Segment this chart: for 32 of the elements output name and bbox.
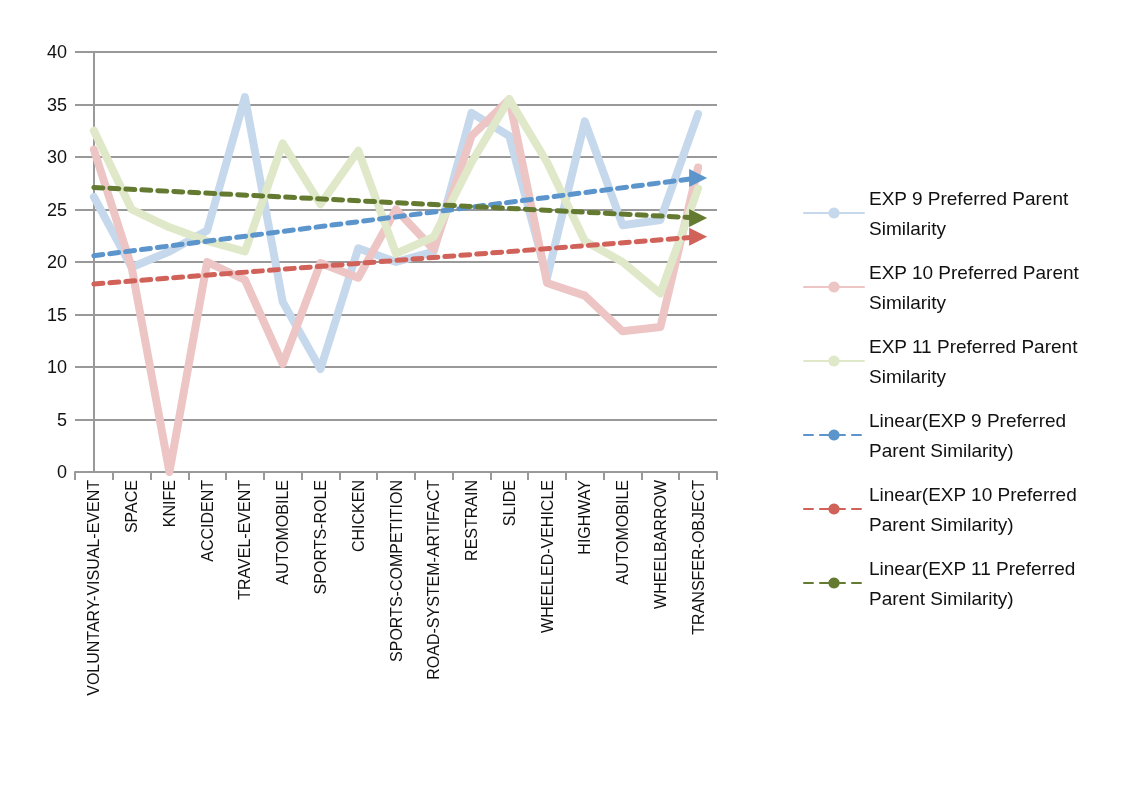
- legend-label: EXP 10 Preferred Parent Similarity: [869, 261, 1085, 313]
- x-tick-label: AUTOMOBILE: [614, 480, 632, 585]
- x-tick-label: CHICKEN: [349, 480, 367, 553]
- y-tick-label: 30: [46, 147, 67, 167]
- x-tick-label: TRAVEL-EVENT: [236, 479, 254, 600]
- legend-label: Linear(EXP 11 Preferred Parent Similarity): [869, 557, 1081, 609]
- y-tick-label: 40: [46, 42, 67, 62]
- legend-label: EXP 11 Preferred Parent Similarity: [869, 335, 1083, 387]
- y-tick-label: 10: [46, 357, 67, 377]
- x-tick-label: RESTRAIN: [463, 480, 481, 561]
- x-tick-label: ACCIDENT: [198, 479, 216, 562]
- x-tick-label: ROAD-SYSTEM-ARTIFACT: [425, 479, 443, 680]
- x-tick-label: TRANSFER-OBJECT: [689, 479, 707, 635]
- x-tick-label: KNIFE: [160, 480, 178, 528]
- y-tick-label: 15: [46, 304, 67, 325]
- y-tick-label: 20: [46, 252, 67, 272]
- x-tick-label: SPORTS-COMPETITION: [387, 480, 405, 662]
- x-tick-label: HIGHWAY: [576, 479, 594, 555]
- y-tick-label: 35: [46, 94, 67, 115]
- y-tick-label: 5: [56, 409, 67, 430]
- x-tick-label: SPORTS-ROLE: [311, 480, 329, 595]
- x-tick-label: WHEELBARROW: [651, 479, 669, 609]
- legend-label: Linear(EXP 10 Preferred Parent Similarity): [869, 483, 1082, 535]
- legend-label: Linear(EXP 9 Preferred Parent Similarity): [869, 409, 1072, 461]
- x-tick-label: SLIDE: [500, 480, 518, 527]
- x-tick-label: AUTOMOBILE: [274, 480, 292, 585]
- y-tick-label: 0: [56, 462, 67, 482]
- y-tick-label: 25: [46, 199, 67, 220]
- x-tick-label: VOLUNTARY-VISUAL-EVENT: [85, 479, 103, 696]
- x-tick-label: SPACE: [123, 480, 141, 534]
- x-tick-label: WHEELED-VEHICLE: [538, 480, 556, 633]
- legend-label: EXP 9 Preferred Parent Similarity: [869, 187, 1074, 239]
